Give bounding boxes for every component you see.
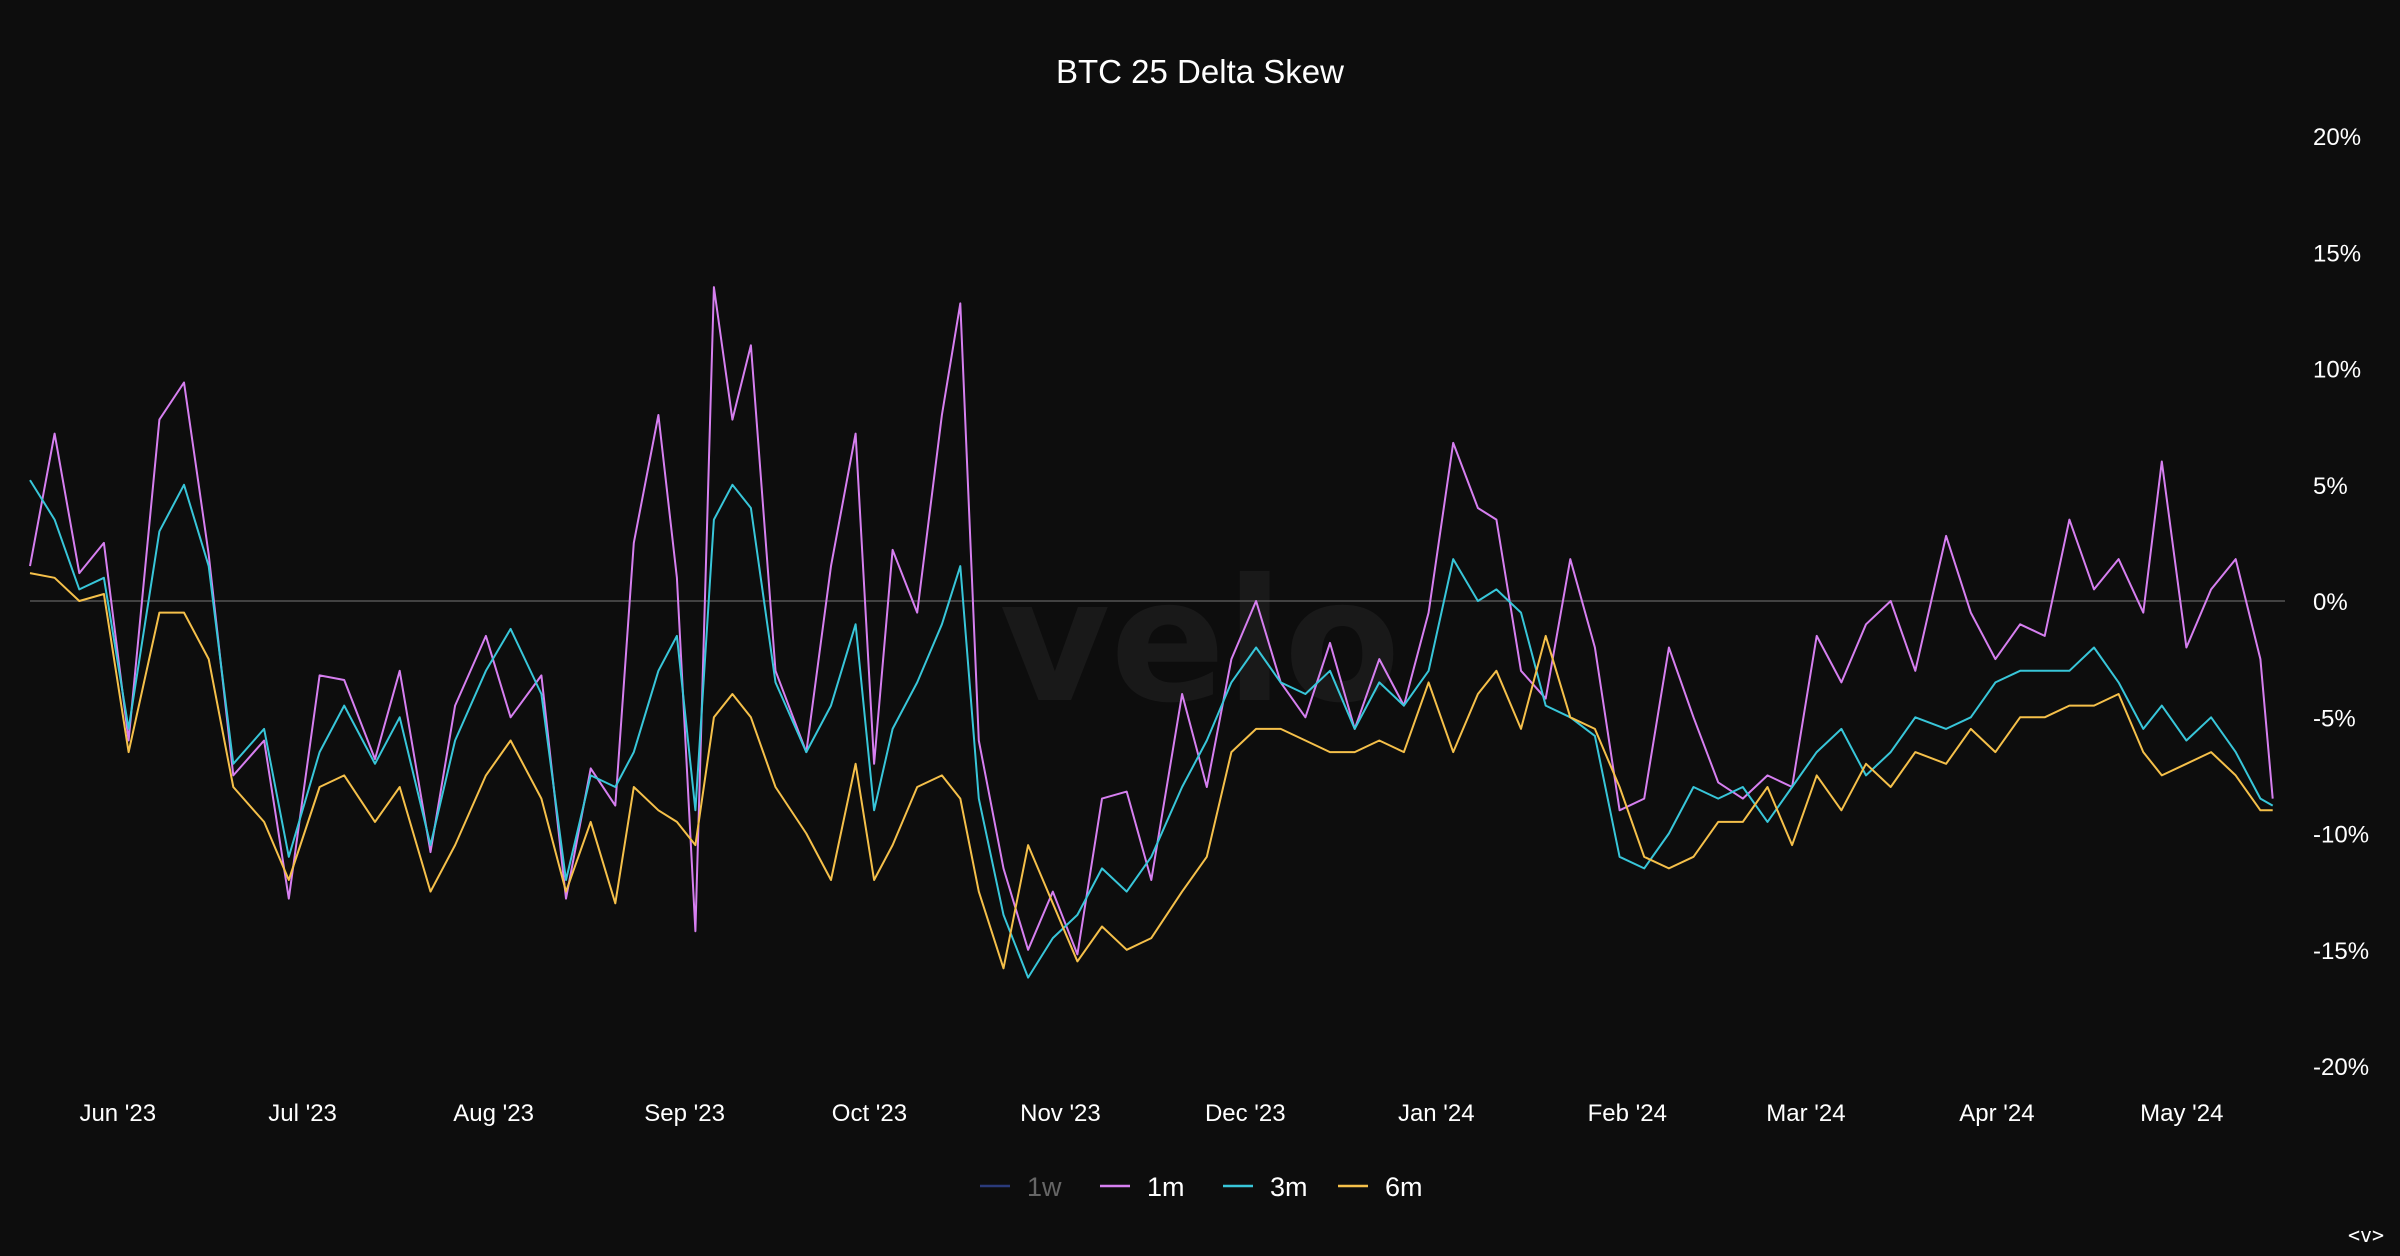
y-tick-label: 15% — [2313, 240, 2361, 267]
series-layer — [29, 286, 2274, 979]
legend-label: 1w — [1027, 1172, 1062, 1202]
x-tick-label: May '24 — [2140, 1100, 2223, 1127]
legend-label: 6m — [1385, 1172, 1423, 1202]
y-tick-label: -15% — [2313, 938, 2369, 965]
y-tick-label: 0% — [2313, 589, 2348, 616]
chart-title: BTC 25 Delta Skew — [1056, 53, 1344, 90]
x-tick-label: Feb '24 — [1588, 1100, 1667, 1127]
legend-item-1w[interactable]: 1w — [980, 1172, 1062, 1202]
series-line-6m — [29, 572, 2273, 970]
x-axis: Jun '23 Jul '23 Aug '23 Sep '23 Oct '23 Nov '… — [79, 1100, 2223, 1127]
legend-item-3m[interactable]: 3m — [1223, 1172, 1308, 1202]
legend[interactable]: 1w 1m 3m 6m — [980, 1172, 1423, 1202]
legend-label: 1m — [1147, 1172, 1185, 1202]
y-tick-label: 20% — [2313, 124, 2361, 151]
x-tick-label: Nov '23 — [1020, 1100, 1101, 1127]
y-tick-label: -10% — [2313, 822, 2369, 849]
y-tick-label: -20% — [2313, 1054, 2369, 1081]
x-tick-label: Jun '23 — [79, 1100, 156, 1127]
y-tick-label: 5% — [2313, 473, 2348, 500]
x-tick-label: Mar '24 — [1766, 1100, 1845, 1127]
y-tick-label: -5% — [2313, 705, 2356, 732]
series-line-1m — [29, 286, 2274, 956]
watermark-logo: velo — [999, 543, 1400, 741]
legend-item-1m[interactable]: 1m — [1100, 1172, 1185, 1202]
x-tick-label: Oct '23 — [832, 1100, 907, 1127]
x-tick-label: Apr '24 — [1959, 1100, 2034, 1127]
series-line-3m — [29, 479, 2274, 979]
x-tick-label: Jul '23 — [268, 1100, 337, 1127]
x-tick-label: Sep '23 — [644, 1100, 725, 1127]
nav-arrows-button[interactable]: <v> — [2348, 1223, 2384, 1247]
y-tick-label: 10% — [2313, 357, 2361, 384]
x-tick-label: Dec '23 — [1205, 1100, 1286, 1127]
x-tick-label: Aug '23 — [453, 1100, 534, 1127]
legend-item-6m[interactable]: 6m — [1338, 1172, 1423, 1202]
y-axis: 20% 15% 10% 5% 0% -5% -10% -15% -20% — [2313, 124, 2369, 1081]
x-tick-label: Jan '24 — [1398, 1100, 1475, 1127]
legend-label: 3m — [1270, 1172, 1308, 1202]
